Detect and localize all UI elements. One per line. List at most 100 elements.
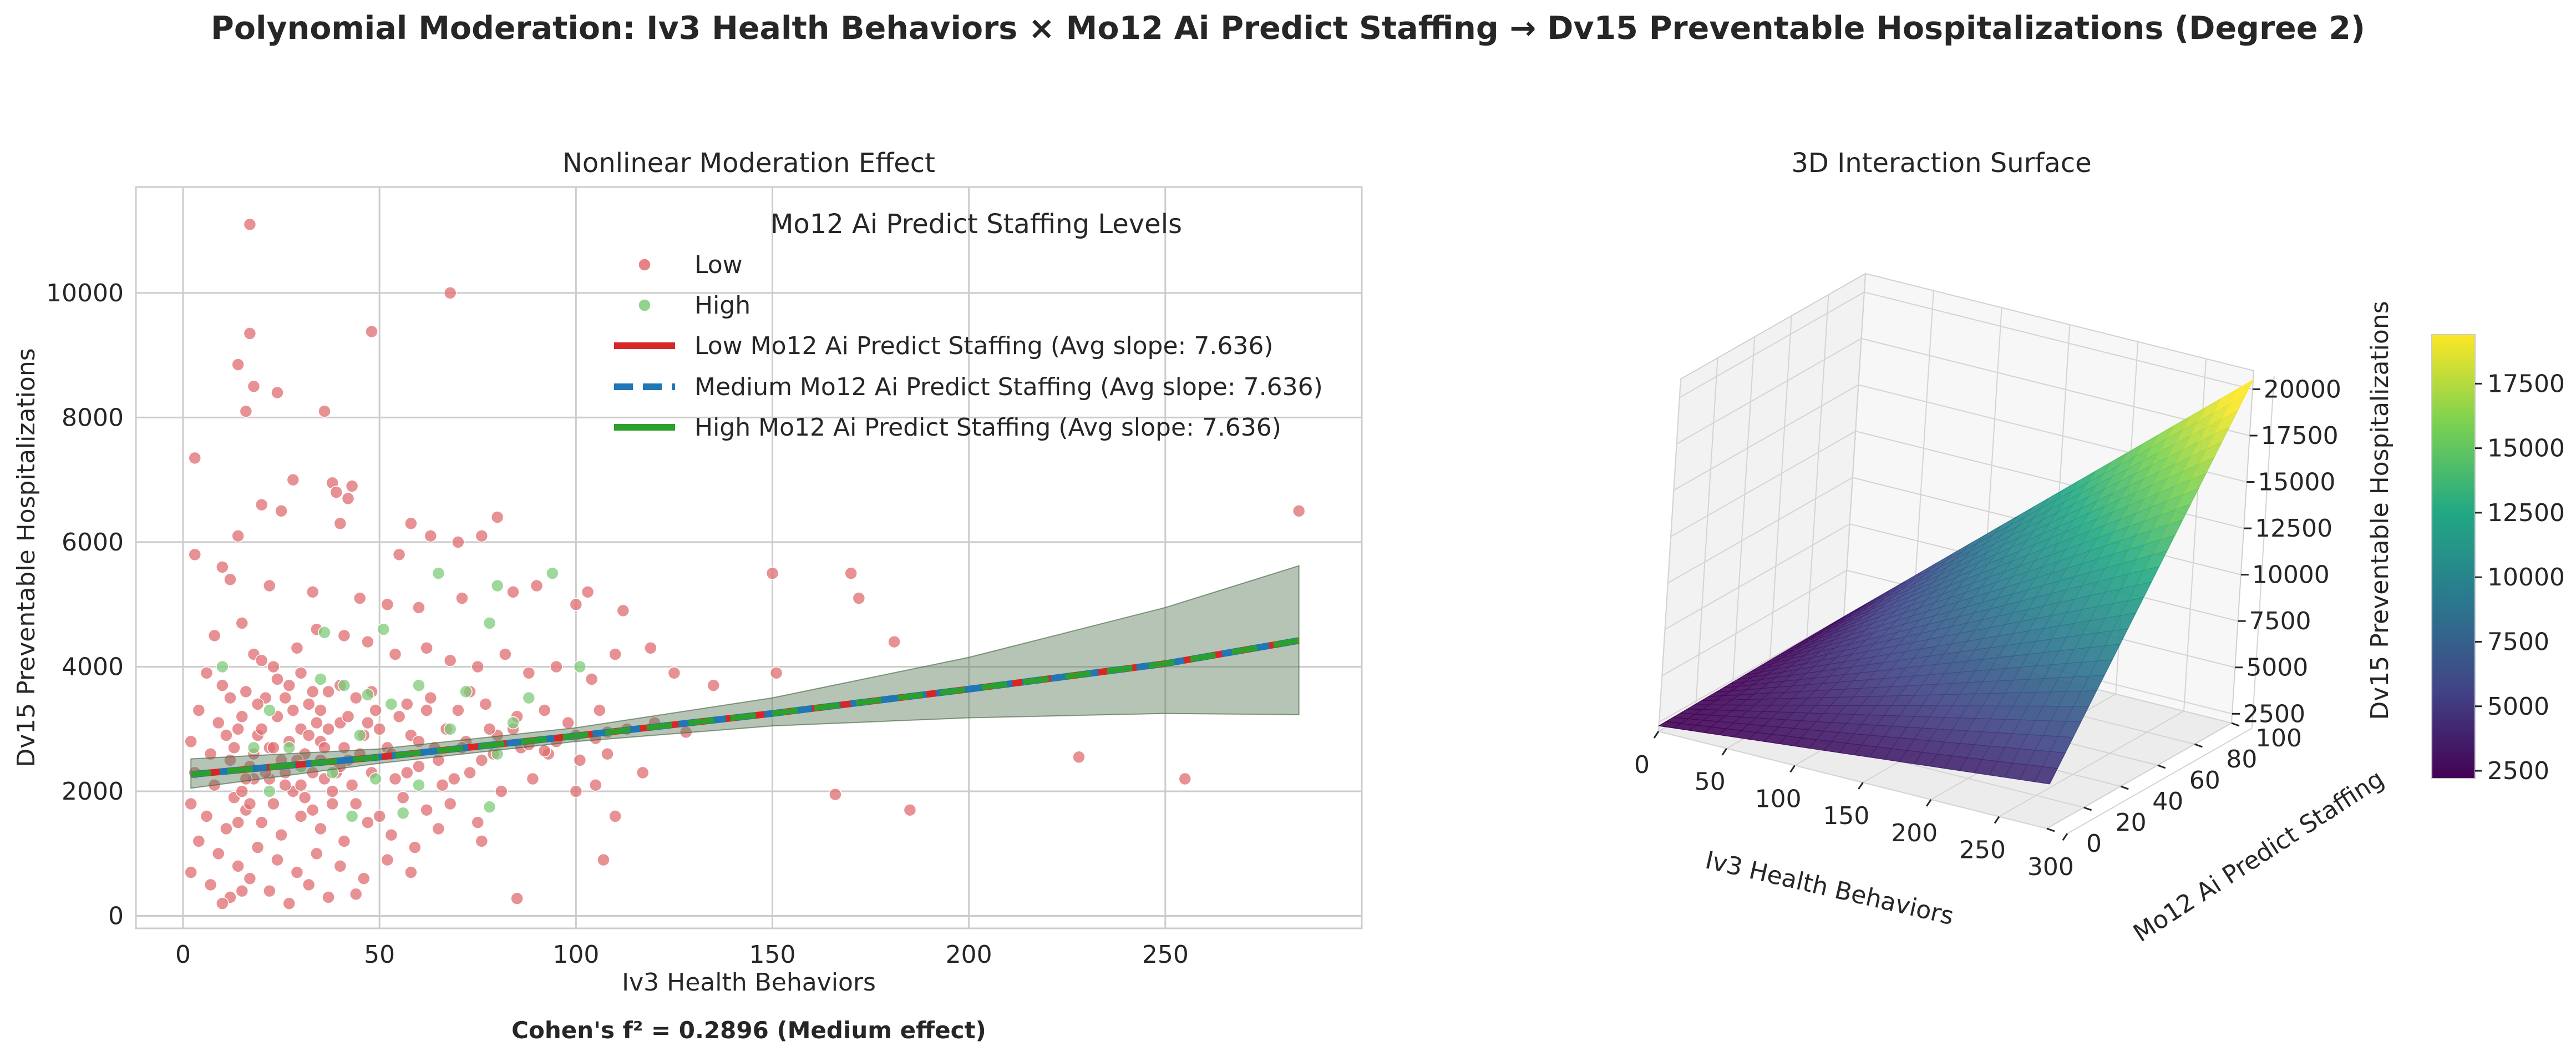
scatter-point-high [506, 716, 520, 730]
scatter-point-low [267, 741, 280, 755]
scatter-point-low [298, 791, 312, 804]
surface-x-tick-label: 300 [2027, 853, 2074, 881]
scatter-point-low [200, 666, 214, 680]
y-tick-label: 8000 [62, 403, 124, 432]
surface-y-tick-label: 100 [2255, 724, 2302, 752]
surface-y-tick [2083, 806, 2092, 811]
scatter-point-low [216, 679, 229, 692]
scatter-point-low [471, 816, 484, 829]
surface-x-tick [1721, 747, 1728, 756]
surface-x-tick [2062, 833, 2068, 841]
scatter-point-low [495, 785, 508, 798]
scatter-point-low [235, 710, 249, 724]
surface-x-axis-label: Iv3 Health Behaviors [1703, 846, 1957, 931]
scatter-point-low [267, 660, 280, 674]
colorbar-tick-label: 10000 [2487, 563, 2565, 592]
surface-z-tick-label: 2500 [2243, 700, 2305, 728]
scatter-point-low [231, 529, 245, 543]
scatter-point-low [435, 779, 449, 792]
x-tick-label: 250 [1142, 941, 1189, 969]
surface-x-tick-label: 250 [1959, 836, 2006, 865]
scatter-point-low [608, 810, 622, 823]
scatter-point-low [243, 218, 257, 231]
surface-z-tick-label: 12500 [2255, 514, 2332, 543]
scatter-point-low [443, 654, 457, 667]
3d-axis-ticks: 0501001502002503000204060801002500500075… [1634, 375, 2341, 881]
scatter-point-low [573, 754, 587, 767]
scatter-point-low [231, 859, 245, 873]
effect-size-note: Cohen's f² = 0.2896 (Medium effect) [511, 1017, 986, 1044]
surface-x-tick [1925, 799, 1932, 807]
scatter-point-low [322, 685, 335, 699]
scatter-point-low [275, 828, 288, 842]
surface-z-tick-label: 5000 [2246, 654, 2308, 682]
scatter-point-high [216, 660, 229, 674]
legend-label: High [694, 291, 751, 320]
left-gridline [1695, 357, 1718, 711]
scatter-point-high [384, 698, 398, 711]
scatter-point-low [616, 604, 630, 618]
scatter-point-low [569, 785, 583, 798]
scatter-point-low [452, 535, 465, 549]
scatter-point-low [537, 704, 551, 717]
surface-y-tick-label: 60 [2189, 766, 2220, 795]
scatter-point-low [357, 872, 371, 885]
scatter-point-low [192, 835, 206, 848]
scatter-point-low [227, 741, 241, 755]
scatter-point-low [526, 772, 540, 786]
surface-z-tick-label: 10000 [2252, 561, 2330, 589]
surface-z-tick-label: 17500 [2261, 422, 2339, 450]
scatter-point-low [294, 779, 308, 792]
scatter-point-low [212, 847, 225, 861]
scatter-point-low [188, 548, 201, 562]
scatter-point-low [314, 822, 327, 836]
scatter-point-low [510, 892, 524, 905]
fit-line-high [190, 638, 1300, 777]
right-panel-title: 3D Interaction Surface [1791, 148, 2092, 179]
scatter-point-low [267, 797, 280, 811]
surface-mesh [1657, 379, 2254, 785]
scatter-point-low [318, 741, 331, 755]
scatter-point-low [365, 325, 378, 338]
scatter-point-low [408, 841, 422, 854]
surface-x-tick-label: 200 [1891, 819, 1938, 847]
scatter-point-low [424, 691, 437, 705]
scatter-point-high [353, 729, 367, 742]
scatter-point-high [412, 679, 425, 692]
scatter-point-low [251, 698, 265, 711]
scatter-point-low [550, 660, 563, 674]
scatter-point-low [452, 704, 465, 717]
legend-marker [638, 258, 651, 271]
scatter-point-low [420, 803, 433, 817]
scatter-point-low [585, 673, 599, 686]
scatter-point-low [769, 666, 783, 680]
scatter-point-low [852, 592, 866, 605]
scatter-point-low [271, 853, 284, 867]
scatter-point-low [286, 473, 300, 487]
scatter-point-low [333, 517, 347, 530]
scatter-point-low [302, 878, 316, 892]
floor-gridline [2067, 727, 2253, 835]
figure-suptitle: Polynomial Moderation: Iv3 Health Behavi… [211, 10, 2365, 47]
scatter-point-low [608, 648, 622, 661]
x-axis-label: Iv3 Health Behaviors [622, 968, 876, 997]
scatter-point-low [475, 529, 489, 543]
scatter-point-low [286, 704, 300, 717]
back-gridline [2251, 376, 2275, 729]
surface-y-tick [2231, 722, 2240, 727]
scatter-point-low [369, 704, 382, 717]
scatter-point-high [490, 579, 504, 593]
x-tick-label: 150 [749, 941, 796, 969]
scatter-point-low [255, 816, 268, 829]
scatter-point-low [204, 747, 217, 761]
scatter-point-high [318, 625, 331, 639]
scatter-point-low [349, 797, 363, 811]
scatter-point-low [569, 598, 583, 611]
scatter-point-high [443, 722, 457, 736]
surface-x-tick [1653, 731, 1660, 739]
scatter-point-low [404, 517, 418, 530]
scatter-point-low [322, 891, 335, 904]
scatter-point-low [271, 386, 284, 400]
left-gridline [1665, 523, 1850, 630]
